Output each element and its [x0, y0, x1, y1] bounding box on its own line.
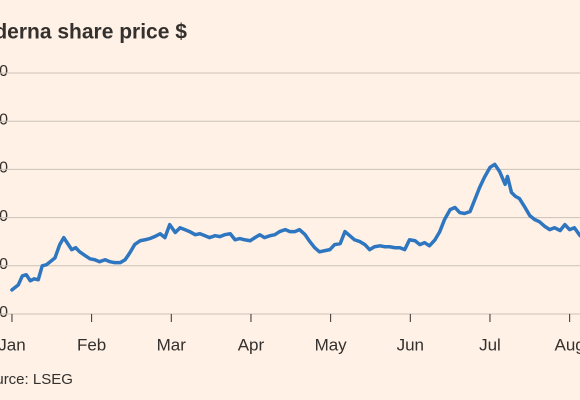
x-tick-label: Mar [157, 335, 187, 354]
y-tick-label: 100 [0, 256, 8, 273]
y-tick-label: 120 [0, 208, 8, 225]
chart-title: Moderna share price $ [0, 21, 187, 44]
y-tick-label: 80 [0, 304, 8, 321]
x-tick-label: Apr [238, 335, 265, 354]
y-tick-label: 160 [0, 111, 8, 128]
x-tick-label: May [315, 335, 348, 354]
price-line [10, 162, 580, 292]
x-tick-label: Feb [77, 335, 106, 354]
x-tick-label: Jul [479, 335, 501, 354]
x-tick-label: Jan [0, 335, 26, 354]
y-tick-label: 180 [0, 63, 8, 80]
x-tick-label: Aug [555, 335, 580, 354]
source-note: Source: LSEG [0, 371, 73, 388]
y-tick-label: 140 [0, 160, 8, 177]
x-tick-label: Jun [397, 335, 424, 354]
